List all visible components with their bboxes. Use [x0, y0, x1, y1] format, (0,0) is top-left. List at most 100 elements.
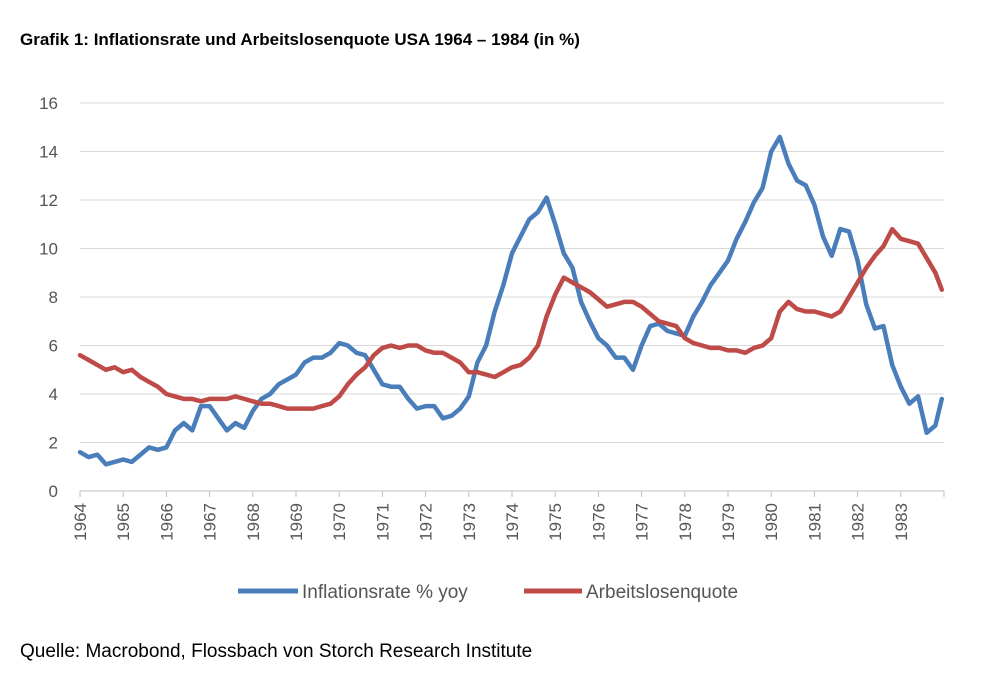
x-tick-label: 1968	[244, 503, 263, 541]
x-tick-label: 1966	[157, 503, 176, 541]
data-point	[528, 218, 531, 221]
data-point	[787, 162, 790, 165]
data-point	[891, 364, 893, 366]
y-tick-label: 10	[39, 240, 58, 259]
data-point	[571, 267, 574, 269]
data-point	[208, 405, 211, 407]
data-point	[934, 424, 937, 427]
data-point	[874, 254, 876, 257]
legend-label: Inflationsrate % yoy	[302, 582, 468, 603]
data-point	[139, 453, 142, 456]
data-point	[839, 310, 842, 313]
data-point	[528, 356, 531, 359]
data-point	[182, 422, 185, 424]
data-point	[632, 368, 634, 371]
data-point	[329, 351, 332, 354]
data-point	[848, 230, 850, 233]
data-point	[433, 351, 436, 354]
data-point	[874, 327, 876, 330]
data-point	[96, 364, 99, 366]
data-point	[753, 201, 755, 204]
series-line-0	[77, 134, 945, 467]
data-point	[191, 429, 194, 432]
data-point	[761, 187, 764, 189]
legend-label: Arbeitslosenquote	[586, 582, 738, 603]
data-point	[597, 298, 600, 301]
data-point	[925, 257, 928, 260]
data-point	[148, 446, 150, 449]
data-point	[848, 296, 850, 298]
data-point	[424, 405, 427, 407]
data-point	[839, 228, 842, 230]
data-point	[156, 385, 159, 388]
data-point	[744, 351, 747, 354]
data-point	[485, 373, 487, 376]
data-point	[398, 347, 401, 349]
data-point	[277, 383, 280, 386]
data-point	[312, 356, 315, 359]
x-tick-label: 1970	[330, 503, 349, 541]
data-point	[735, 238, 738, 240]
x-tick-label: 1964	[71, 503, 90, 541]
data-point	[234, 422, 237, 424]
data-point	[649, 313, 652, 315]
data-point	[312, 407, 315, 410]
data-point	[321, 356, 323, 359]
data-point	[511, 366, 513, 369]
data-point	[321, 405, 323, 407]
data-point	[675, 332, 677, 335]
data-point	[709, 284, 712, 286]
data-point	[122, 458, 124, 461]
data-point	[355, 373, 358, 376]
data-point	[390, 344, 392, 347]
data-point	[804, 310, 807, 313]
y-tick-label: 12	[39, 191, 58, 210]
data-point	[105, 368, 107, 371]
data-point	[485, 344, 487, 347]
x-tick-label: 1977	[633, 503, 652, 541]
x-tick-label: 1979	[719, 503, 738, 541]
data-point	[243, 427, 245, 429]
y-tick-label: 8	[49, 288, 58, 307]
data-point	[718, 347, 721, 349]
data-point	[563, 252, 565, 255]
data-point	[364, 366, 366, 369]
x-tick-label: 1982	[849, 503, 868, 541]
x-tick-label: 1975	[546, 503, 565, 541]
x-tick-label: 1969	[287, 503, 306, 541]
data-point	[925, 432, 928, 434]
data-point	[822, 313, 824, 315]
data-point	[770, 337, 772, 340]
data-point	[381, 383, 384, 386]
data-point	[450, 356, 453, 359]
data-point	[865, 303, 868, 306]
data-point	[226, 398, 228, 400]
data-point	[416, 344, 418, 347]
data-point	[381, 347, 384, 349]
y-tick-label: 4	[49, 385, 58, 404]
data-point	[796, 308, 798, 310]
data-point	[614, 356, 617, 359]
data-point	[79, 354, 81, 357]
data-point	[614, 303, 617, 306]
data-point	[545, 196, 548, 199]
data-point	[174, 395, 176, 398]
data-point	[571, 281, 574, 284]
data-point	[252, 410, 254, 412]
data-point	[649, 325, 652, 327]
data-point	[87, 359, 90, 361]
data-point	[744, 221, 747, 223]
data-point	[908, 402, 911, 405]
data-point	[286, 378, 289, 381]
data-point	[165, 393, 168, 395]
data-point	[113, 461, 116, 463]
data-point	[537, 344, 539, 347]
data-point	[424, 349, 427, 352]
data-point	[941, 288, 943, 291]
data-point	[347, 344, 349, 347]
data-point	[882, 245, 885, 247]
data-point	[79, 451, 81, 454]
y-tick-label: 14	[39, 143, 58, 162]
data-point	[623, 356, 626, 359]
